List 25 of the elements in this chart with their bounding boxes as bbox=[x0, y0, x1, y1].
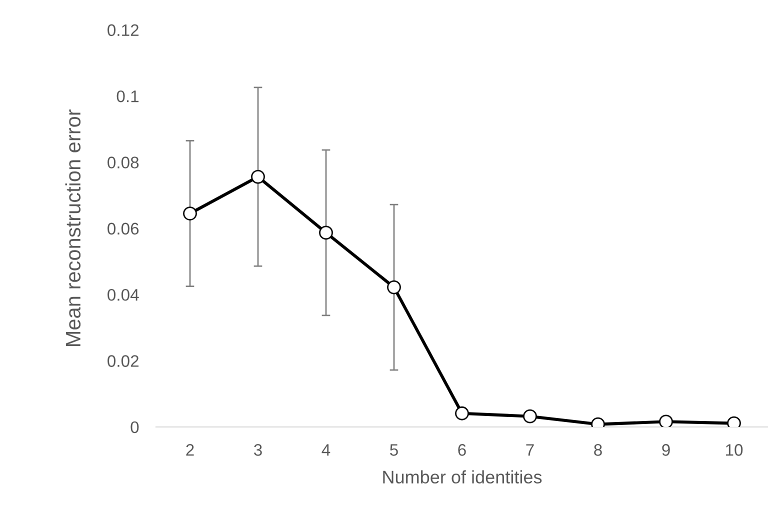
x-tick-label: 2 bbox=[186, 444, 194, 456]
y-tick-label: 0.04 bbox=[108, 288, 139, 301]
point bbox=[387, 280, 401, 294]
x-tick-label: 10 bbox=[726, 444, 743, 456]
x-tick-label: 5 bbox=[390, 444, 398, 456]
point bbox=[659, 414, 673, 427]
y-tick-label: 0.06 bbox=[108, 222, 139, 235]
point bbox=[251, 170, 265, 184]
y-tick-label: 0.02 bbox=[108, 355, 138, 367]
x-tick-label: 8 bbox=[594, 444, 602, 456]
x-tick-label: 4 bbox=[322, 444, 330, 456]
point bbox=[319, 226, 333, 240]
x-tick-label: 9 bbox=[662, 444, 670, 456]
y-axis-title: Mean reconstruction error bbox=[65, 109, 81, 346]
point bbox=[523, 409, 537, 424]
x-tick-label: 6 bbox=[458, 444, 466, 456]
y-tick-label: 0 bbox=[130, 421, 139, 434]
x-tick-label: 3 bbox=[254, 444, 262, 456]
y-tick-label: 0.08 bbox=[108, 156, 139, 168]
y-tick-label: 0.1 bbox=[116, 90, 139, 102]
point bbox=[455, 406, 469, 420]
x-tick-label: 7 bbox=[526, 444, 534, 456]
point bbox=[183, 206, 197, 220]
x-axis-title: Number of identities bbox=[383, 470, 542, 484]
y-tick-label: 0.12 bbox=[108, 24, 138, 36]
